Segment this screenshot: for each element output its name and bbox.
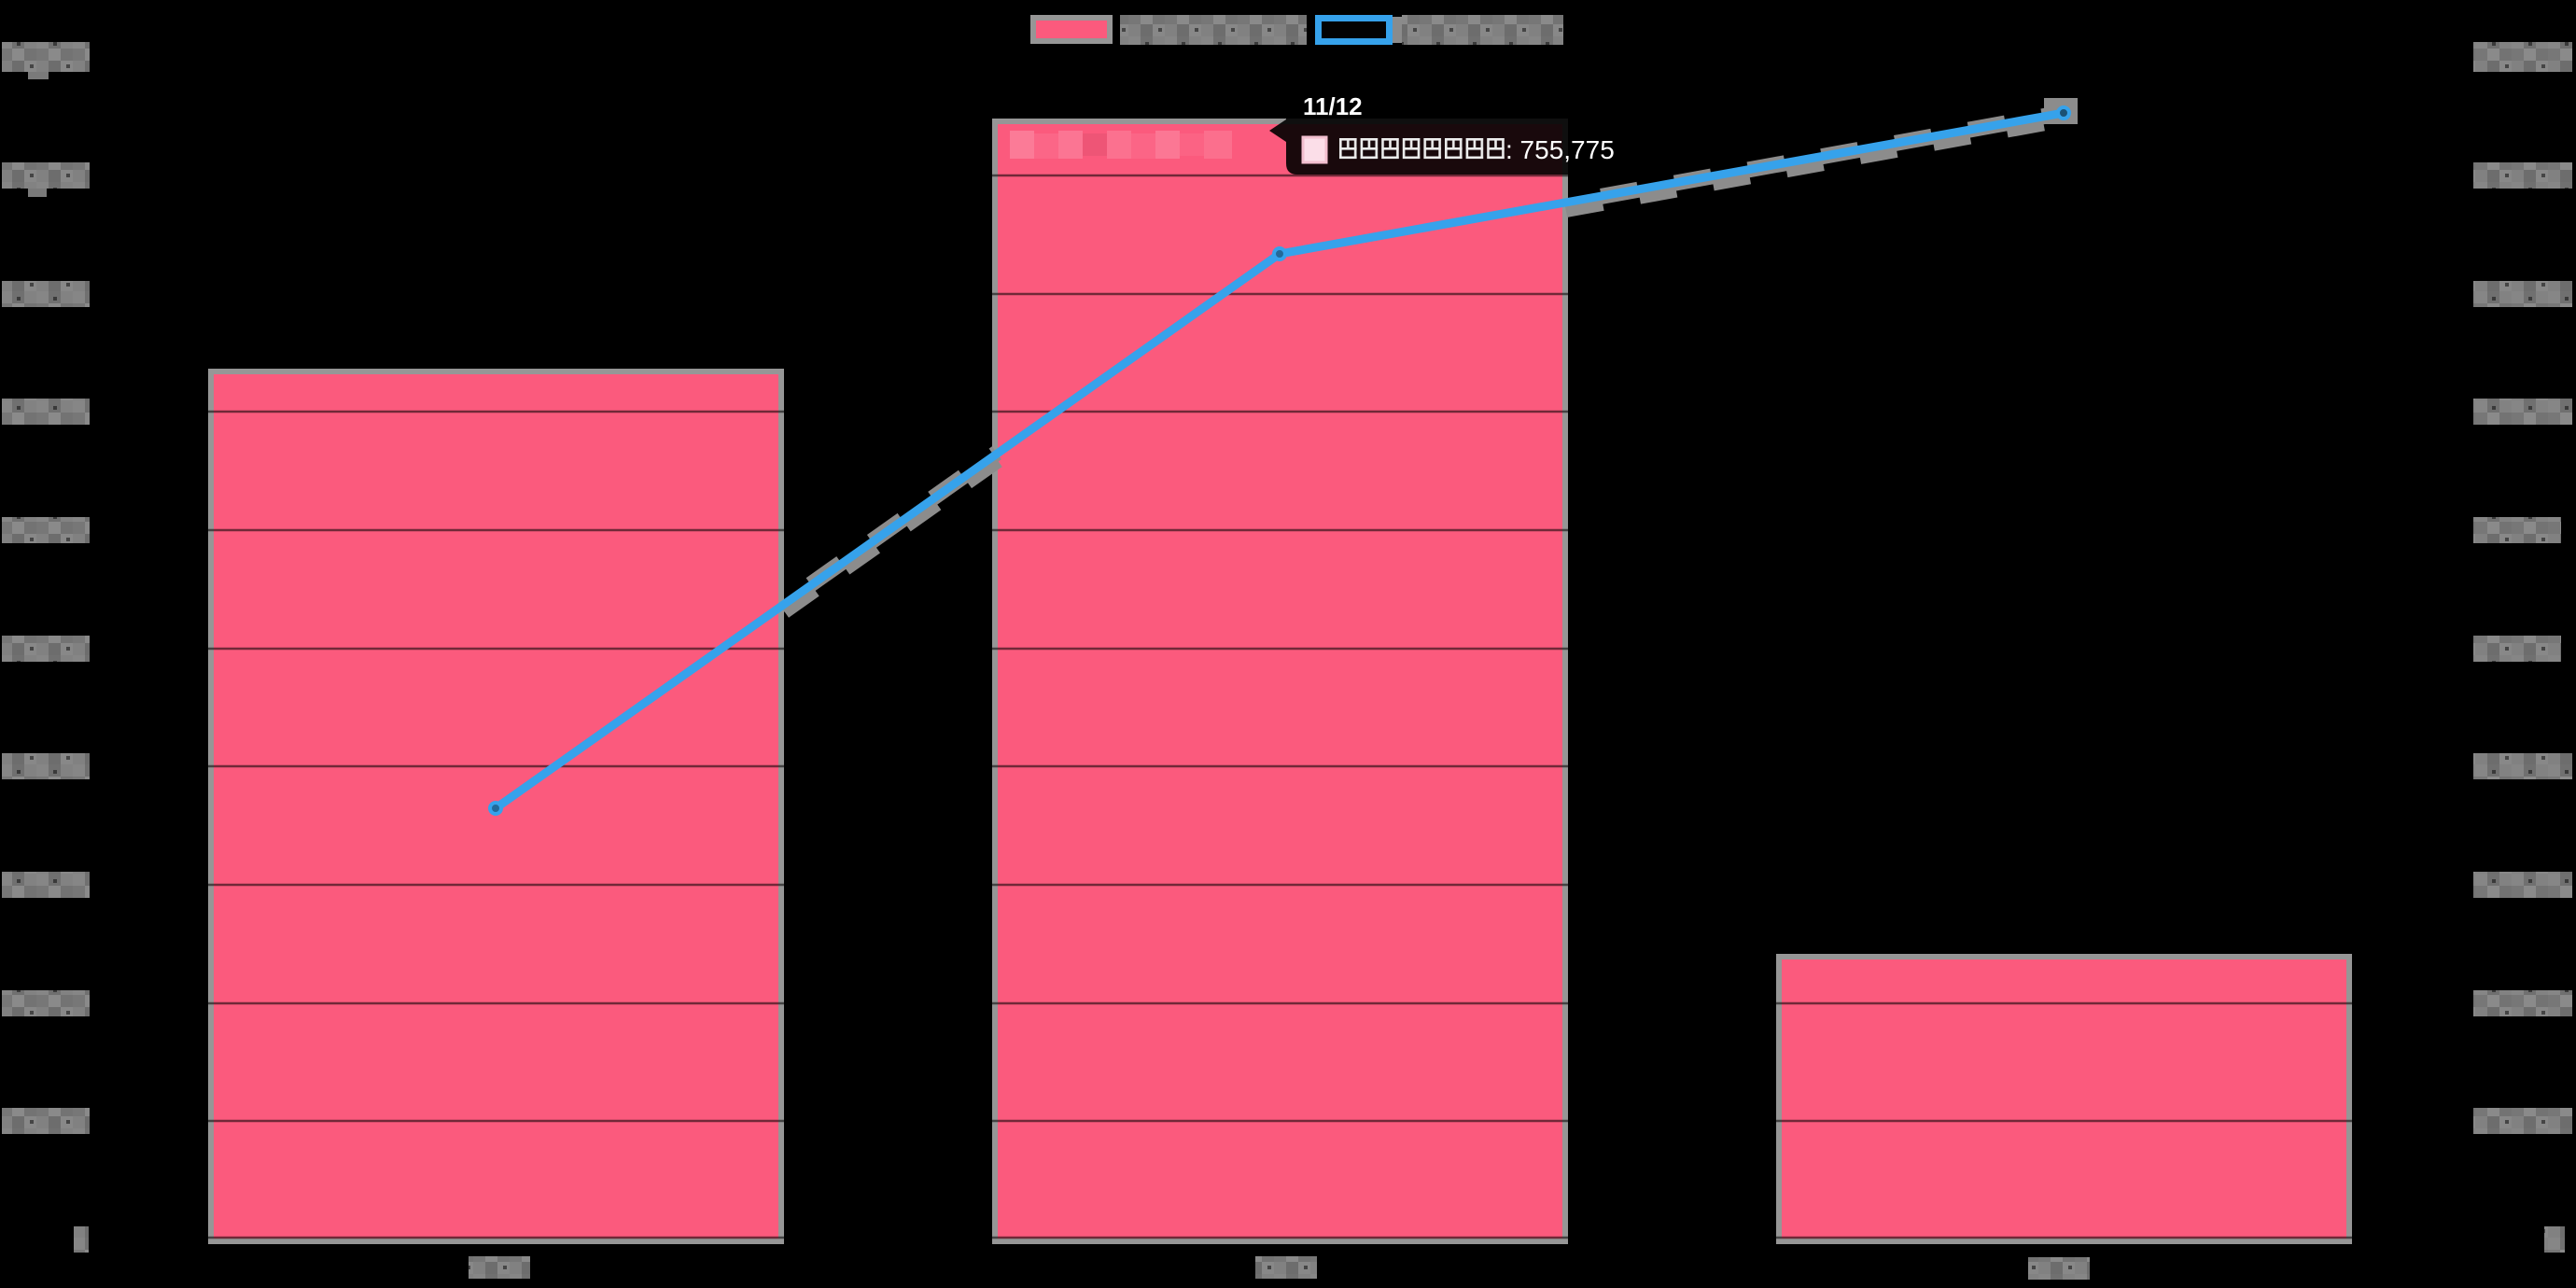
svg-text:11/12: 11/12 <box>1303 92 1363 120</box>
svg-text:: 755,775: : 755,775 <box>1505 135 1615 164</box>
